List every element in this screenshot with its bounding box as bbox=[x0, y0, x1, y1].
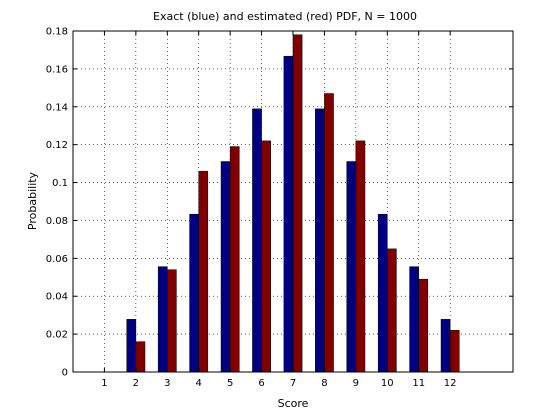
x-tick-label: 6 bbox=[258, 378, 264, 389]
bar-series-2-score-2 bbox=[135, 341, 146, 373]
x-tick-label: 9 bbox=[353, 378, 359, 389]
bar-series-2-score-4 bbox=[198, 170, 209, 373]
bar-series-2-score-11 bbox=[418, 278, 429, 373]
bar-series-1-score-4 bbox=[189, 213, 199, 373]
x-tick-label: 8 bbox=[321, 378, 327, 389]
ticks: 1 2 3 4 5 6 7 8 9 10 11 1200.020.040.060.080.10.120… bbox=[46, 27, 513, 389]
x-tick-label: 12 bbox=[444, 378, 457, 389]
bar-series-1-score-11 bbox=[409, 266, 419, 373]
y-tick-label: 0.04 bbox=[46, 292, 68, 303]
y-tick-label: 0.06 bbox=[46, 254, 68, 265]
bar-series-2-score-9 bbox=[355, 140, 366, 373]
bar-series-2-score-8 bbox=[324, 93, 334, 373]
bar-series-1-score-7 bbox=[283, 55, 294, 373]
bar-series-2-score-7 bbox=[292, 34, 303, 373]
bar-series-2-score-12 bbox=[449, 330, 460, 373]
y-tick-label: 0.14 bbox=[46, 102, 68, 113]
y-tick-label: 0.02 bbox=[46, 330, 68, 341]
x-tick-label: 3 bbox=[164, 378, 170, 389]
x-tick-label: 10 bbox=[381, 378, 394, 389]
y-tick-label: 0.08 bbox=[46, 216, 68, 227]
bar-series-1-score-10 bbox=[377, 213, 388, 373]
bar-series-1-score-9 bbox=[346, 161, 357, 373]
bar-series-1-score-6 bbox=[252, 108, 262, 373]
bar-series-1-score-5 bbox=[220, 161, 231, 373]
bar-series-1-score-3 bbox=[157, 266, 168, 373]
bar-series-2-score-6 bbox=[261, 140, 271, 373]
bar-series-2-score-10 bbox=[387, 248, 397, 373]
y-tick-label: 0.16 bbox=[46, 64, 68, 75]
y-tick-label: 0.1 bbox=[52, 178, 68, 189]
bar-series-1-score-2 bbox=[126, 319, 137, 373]
bars bbox=[126, 34, 460, 373]
x-tick-label: 2 bbox=[133, 378, 139, 389]
x-tick-label: 7 bbox=[290, 378, 296, 389]
x-tick-label: 1 bbox=[101, 378, 107, 389]
bar-series-2-score-5 bbox=[229, 146, 240, 373]
y-tick-label: 0.18 bbox=[46, 27, 68, 38]
y-tick-label: 0 bbox=[62, 368, 68, 379]
bar-series-2-score-3 bbox=[167, 269, 177, 373]
x-axis-label: Score bbox=[278, 397, 309, 410]
bar-series-1-score-8 bbox=[315, 108, 325, 373]
y-tick-label: 0.12 bbox=[46, 140, 68, 151]
chart-title: Exact (blue) and estimated (red) PDF, N … bbox=[153, 10, 417, 23]
x-tick-label: 5 bbox=[227, 378, 233, 389]
y-axis-label: Probability bbox=[26, 171, 39, 230]
bar-series-1-score-12 bbox=[440, 319, 451, 373]
x-tick-label: 11 bbox=[412, 378, 425, 389]
x-tick-label: 4 bbox=[196, 378, 202, 389]
